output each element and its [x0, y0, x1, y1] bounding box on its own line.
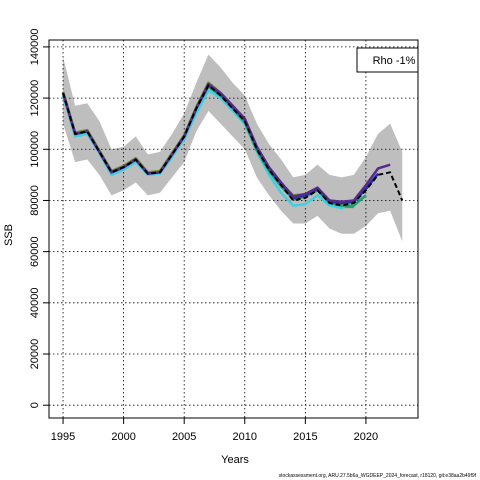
- x-tick-label: 2010: [233, 431, 257, 443]
- confidence-band: [63, 54, 403, 242]
- plot-frame: [48, 39, 419, 419]
- series-line: [61, 82, 391, 203]
- x-tick-label: 1995: [51, 431, 75, 443]
- y-tick-label: 0: [29, 402, 41, 408]
- series-line: [62, 84, 404, 207]
- y-tick-label: 140000: [29, 29, 41, 66]
- y-axis-label: SSB: [3, 224, 15, 246]
- y-tick-label: 100000: [29, 131, 41, 168]
- annotation-box: [356, 47, 419, 73]
- y-tick-label: 20000: [29, 339, 41, 370]
- x-axis-label: Years: [221, 454, 249, 466]
- y-tick-label: 120000: [29, 80, 41, 117]
- x-tick-label: 2000: [111, 431, 135, 443]
- x-tick-label: 2015: [293, 431, 317, 443]
- footnote: stockassessment.org, ARU.27.5b6a_WGDEEP_…: [279, 473, 477, 479]
- series-line: [61, 89, 355, 210]
- x-tick-label: 2020: [354, 431, 378, 443]
- y-tick-label: 60000: [29, 236, 41, 267]
- y-tick-label: 40000: [29, 288, 41, 319]
- annotation: Rho -1%: [373, 55, 416, 67]
- y-tick-label: 80000: [29, 185, 41, 216]
- x-tick-label: 2005: [172, 431, 196, 443]
